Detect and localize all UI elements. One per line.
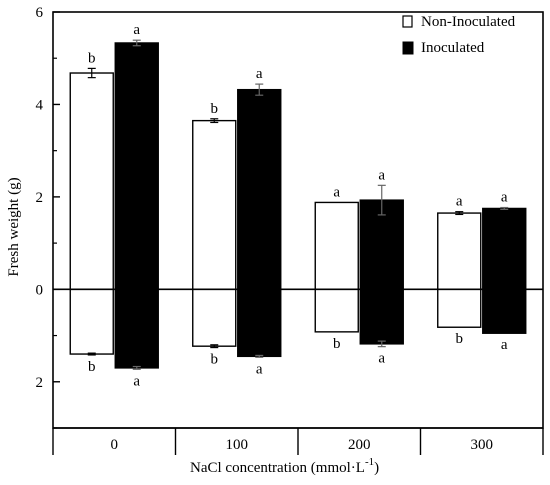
- legend: Non-Inoculated Inoculated: [402, 14, 516, 56]
- bar-non_inoculated-lower: [192, 288, 237, 347]
- bar-non_inoculated-lower: [69, 288, 114, 355]
- significance-letter-non_inoculated-lower: b: [88, 359, 96, 375]
- x-axis-title: NaCl concentration (mmol·L-1): [190, 456, 379, 476]
- y-tick-label: 2: [36, 190, 44, 206]
- error-bars-layer: [87, 39, 509, 370]
- y-tick-label: 2: [36, 375, 44, 391]
- y-axis: 6 4 2 0 2: [36, 5, 60, 429]
- bar-inoculated-upper: [482, 207, 527, 291]
- significance-letter-non_inoculated-upper: a: [456, 194, 463, 210]
- x-axis-title-main: NaCl concentration (mmol·L: [190, 460, 365, 476]
- significance-letter-non_inoculated-upper: b: [88, 50, 96, 66]
- significance-letter-inoculated-upper: a: [378, 167, 385, 183]
- significance-letter-non_inoculated-upper: b: [211, 101, 219, 117]
- significance-letter-non_inoculated-lower: b: [333, 336, 341, 352]
- legend-swatch-non-inoculated: [402, 15, 413, 28]
- legend-swatch-inoculated: [402, 41, 414, 55]
- x-axis-title-superscript: -1: [365, 456, 374, 468]
- x-category-label: 0: [111, 437, 119, 453]
- bar-non_inoculated-lower: [314, 288, 359, 333]
- bar-inoculated-upper: [237, 88, 282, 291]
- significance-letter-inoculated-upper: a: [501, 190, 508, 206]
- x-category-label: 300: [471, 437, 494, 453]
- bar-inoculated-lower: [237, 288, 282, 358]
- x-axis-categories: 0 100 200 300: [52, 428, 544, 455]
- significance-letter-inoculated-lower: a: [378, 351, 385, 367]
- bar-non_inoculated-lower: [437, 288, 482, 328]
- bar-inoculated-lower: [482, 288, 527, 334]
- y-tick-label: 4: [36, 97, 44, 113]
- x-category-label: 200: [348, 437, 371, 453]
- y-tick-label: 6: [36, 5, 44, 21]
- significance-letter-inoculated-upper: a: [133, 22, 140, 38]
- significance-letter-inoculated-lower: a: [133, 373, 140, 389]
- legend-label-inoculated: Inoculated: [421, 40, 485, 56]
- significance-letter-non_inoculated-lower: b: [211, 352, 219, 368]
- x-axis-title-close: ): [374, 460, 379, 476]
- bar-inoculated-lower: [114, 288, 159, 369]
- x-category-label: 100: [226, 437, 249, 453]
- significance-letter-non_inoculated-lower: b: [456, 331, 464, 347]
- significance-letter-inoculated-upper: a: [256, 66, 263, 82]
- y-tick-label: 0: [36, 282, 44, 298]
- significance-letter-inoculated-lower: a: [256, 361, 263, 377]
- bar-inoculated-lower: [359, 288, 404, 345]
- y-axis-title: Fresh weight (g): [6, 177, 22, 276]
- bar-non_inoculated-upper: [69, 72, 114, 291]
- significance-letter-non_inoculated-upper: a: [333, 184, 340, 200]
- bar-non_inoculated-upper: [314, 201, 359, 291]
- bar-non_inoculated-upper: [437, 212, 482, 291]
- bar-non_inoculated-upper: [192, 119, 237, 291]
- significance-letter-inoculated-lower: a: [501, 337, 508, 353]
- legend-label-non-inoculated: Non-Inoculated: [421, 14, 516, 30]
- significance-letters-layer: b b b b a b a b a a a a a a a a: [88, 22, 508, 389]
- bar-inoculated-upper: [114, 42, 159, 291]
